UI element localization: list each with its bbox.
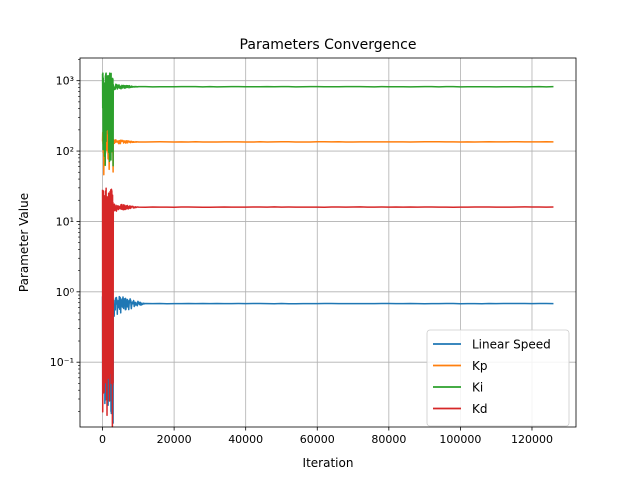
y-tick-label: 10⁰: [56, 286, 75, 299]
y-axis-label: Parameter Value: [17, 193, 31, 292]
x-tick-label: 40000: [228, 433, 263, 446]
series-line-kp: [101, 121, 554, 176]
y-tick-label: 10¹: [56, 215, 74, 228]
grid: [80, 58, 576, 427]
x-tick-label: 20000: [157, 433, 192, 446]
x-axis-label: Iteration: [303, 456, 354, 470]
series-line-kd: [101, 187, 554, 428]
x-tick-label: 120000: [511, 433, 553, 446]
series-line-ki: [101, 72, 554, 167]
legend-label: Ki: [472, 381, 483, 395]
y-tick-label: 10²: [56, 145, 74, 158]
legend-label: Kp: [472, 359, 488, 373]
series-lines: [101, 72, 554, 428]
legend-box: [426, 329, 570, 427]
chart-title: Parameters Convergence: [240, 37, 417, 53]
x-tick-label: 100000: [439, 433, 481, 446]
y-axis-ticks: 10⁻¹ 10⁰ 10¹ 10² 10³: [50, 59, 80, 412]
x-tick-label: 0: [99, 433, 106, 446]
x-axis-ticks: 0 20000 40000 60000 80000 100000 120000: [99, 427, 553, 446]
y-tick-label: 10⁻¹: [50, 356, 74, 369]
legend-label: Kd: [472, 402, 488, 416]
y-tick-label: 10³: [56, 75, 74, 88]
x-tick-label: 60000: [300, 433, 335, 446]
legend-label: Linear Speed: [472, 338, 551, 352]
x-tick-label: 80000: [371, 433, 406, 446]
legend: Linear Speed Kp Ki Kd: [426, 329, 570, 427]
